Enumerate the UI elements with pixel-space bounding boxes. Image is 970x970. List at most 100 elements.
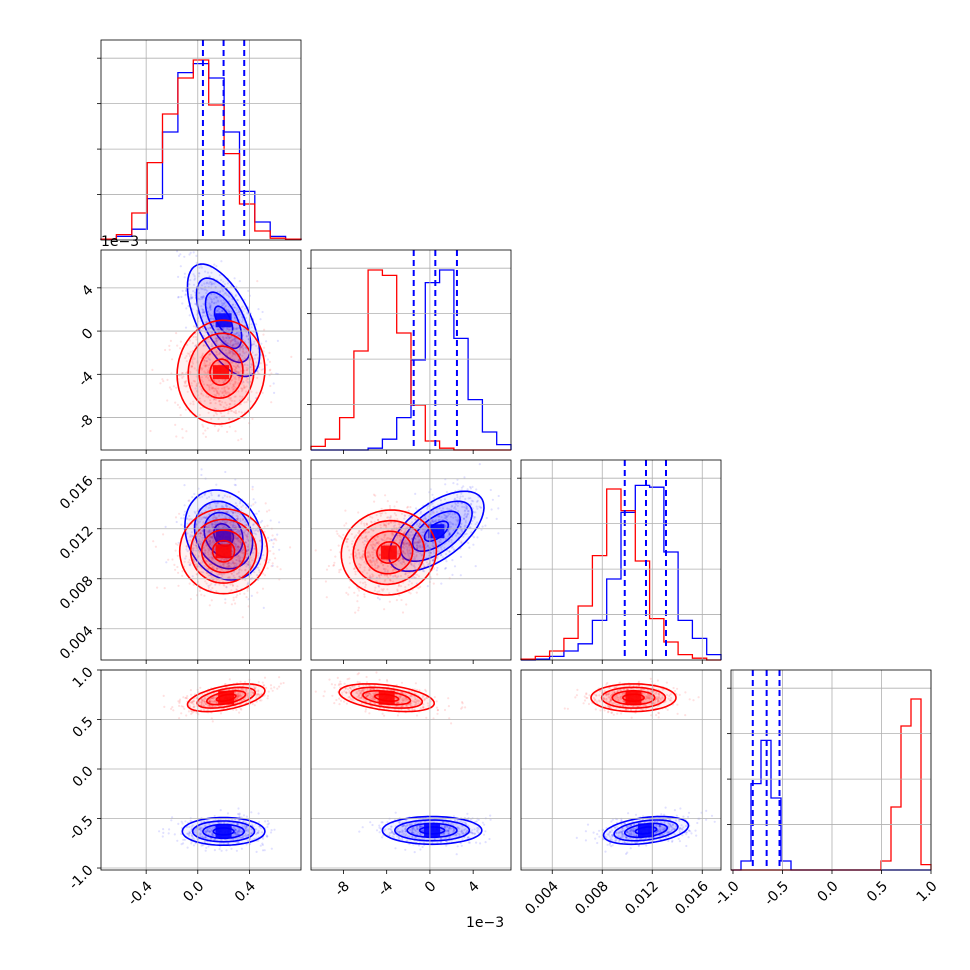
scatter-point — [272, 545, 275, 549]
scatter-point — [206, 289, 209, 292]
scatter-point — [250, 323, 253, 326]
scatter-point — [272, 552, 275, 555]
scatter-point — [211, 331, 214, 334]
scatter-point — [266, 825, 269, 829]
scatter-point — [276, 533, 279, 536]
scatter-point — [232, 344, 235, 347]
scatter-point — [219, 290, 222, 293]
scatter-point — [179, 265, 182, 268]
scatter-point — [345, 522, 348, 525]
scatter-point — [445, 490, 448, 494]
scatter-point — [384, 494, 387, 497]
scatter-point — [206, 427, 209, 430]
scatter-point — [213, 301, 216, 305]
scatter-point — [201, 423, 204, 426]
scatter-point — [223, 283, 227, 286]
scatter-point — [211, 382, 214, 385]
scatter-point — [241, 616, 244, 619]
scatter-point — [185, 289, 188, 292]
scatter-point — [212, 324, 215, 328]
scatter-point — [194, 387, 197, 390]
scatter-point — [201, 296, 204, 299]
scatter-point — [200, 473, 203, 477]
scatter-point — [231, 352, 234, 355]
scatter-point — [252, 498, 255, 501]
scatter-point — [260, 342, 263, 345]
scatter-point — [363, 593, 366, 596]
scatter-point — [314, 549, 317, 552]
scatter-point — [226, 282, 229, 285]
scatter-point — [224, 339, 227, 342]
scatter-point — [222, 294, 225, 297]
scatter-point — [181, 289, 184, 292]
scatter-point — [204, 429, 207, 432]
scatter-point — [206, 271, 210, 274]
scatter-point — [179, 253, 182, 256]
scatter-point — [203, 364, 206, 367]
scatter-point — [269, 831, 273, 834]
scatter-point — [183, 510, 187, 513]
scatter-point — [246, 312, 249, 315]
scatter-point — [194, 345, 197, 348]
scatter-point — [238, 352, 241, 355]
scatter-point — [200, 296, 203, 299]
scatter-point — [218, 328, 221, 331]
scatter-point — [177, 295, 180, 299]
scatter-point — [204, 849, 207, 852]
scatter-point — [249, 372, 252, 375]
scatter-point — [224, 292, 227, 295]
scatter-point — [166, 378, 169, 381]
scatter-point — [478, 463, 481, 466]
scatter-point — [149, 429, 152, 433]
scatter-point — [276, 565, 279, 568]
scatter-point — [266, 819, 269, 823]
scatter-point — [194, 277, 197, 280]
scatter-point — [213, 263, 216, 266]
scatter-point — [338, 571, 341, 574]
scatter-point — [179, 414, 182, 417]
scatter-point — [202, 295, 205, 298]
scatter-point — [189, 689, 192, 692]
scatter-point — [261, 681, 264, 684]
scatter-point — [358, 589, 361, 592]
scatter-point — [244, 363, 247, 366]
scatter-point — [216, 310, 219, 313]
scatter-point — [195, 261, 198, 264]
scatter-point — [197, 272, 201, 275]
scatter-point — [255, 850, 258, 854]
scatter-point — [211, 317, 214, 320]
scatter-point — [268, 558, 271, 562]
scatter-point — [226, 341, 229, 344]
scatter-point — [194, 303, 197, 306]
scatter-point — [202, 295, 205, 298]
scatter-point — [490, 508, 493, 511]
scatter-point — [251, 488, 254, 491]
scatter-point — [243, 298, 246, 301]
scatter-point — [223, 340, 226, 343]
scatter-point — [485, 516, 488, 520]
scatter-point — [409, 506, 412, 509]
scatter-point — [208, 312, 211, 315]
scatter-point — [237, 326, 240, 330]
scatter-point — [164, 525, 167, 529]
scatter-point — [354, 611, 357, 614]
scatter-point — [204, 270, 207, 273]
scatter-point — [206, 371, 209, 374]
scatter-point — [227, 387, 230, 390]
scatter-point — [235, 412, 238, 415]
scatter-point — [273, 391, 276, 394]
scatter-point — [357, 511, 360, 514]
scatter-point — [235, 849, 238, 852]
scatter-point — [181, 822, 184, 825]
scatter-point — [344, 509, 347, 512]
scatter-point — [176, 250, 179, 253]
scatter-point — [243, 592, 246, 595]
scatter-point — [266, 358, 269, 361]
scatter-point — [327, 564, 330, 568]
scatter-point — [246, 364, 249, 367]
scatter-point — [213, 849, 216, 852]
scatter-point — [228, 310, 231, 313]
scatter-point — [237, 807, 240, 810]
scatter-point — [395, 599, 398, 602]
